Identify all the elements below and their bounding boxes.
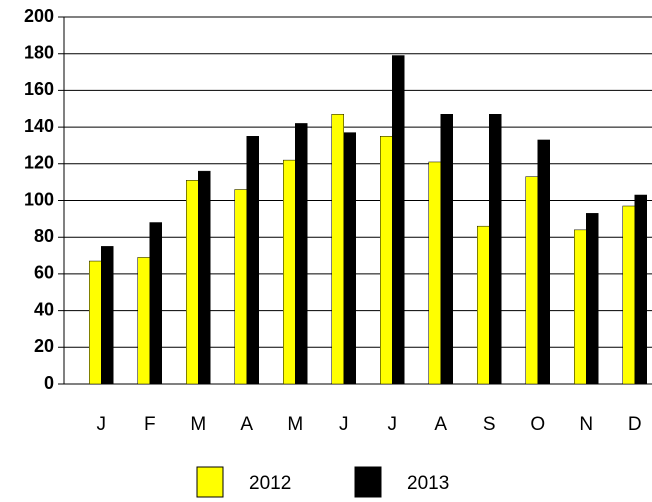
y-tick-label: 60 bbox=[34, 263, 54, 283]
bar bbox=[101, 246, 114, 385]
x-tick-label: F bbox=[144, 414, 156, 435]
bar bbox=[392, 55, 405, 385]
bar bbox=[477, 225, 490, 385]
x-tick-label: D bbox=[628, 414, 642, 435]
y-tick-label: 20 bbox=[34, 336, 54, 356]
y-tick-label: 100 bbox=[24, 189, 54, 209]
bar bbox=[525, 176, 538, 385]
y-tick-label: 120 bbox=[24, 153, 54, 173]
x-tick-label: J bbox=[388, 414, 398, 435]
bar bbox=[149, 222, 162, 385]
bar bbox=[89, 260, 102, 385]
bar bbox=[198, 170, 211, 385]
x-tick-label: A bbox=[434, 414, 447, 435]
legend-label: 2013 bbox=[407, 473, 449, 494]
y-tick-label: 200 bbox=[24, 6, 54, 26]
bar bbox=[574, 229, 587, 385]
bar bbox=[622, 205, 635, 385]
x-tick-label: A bbox=[240, 414, 253, 435]
y-tick-label: 80 bbox=[34, 226, 54, 246]
bar bbox=[283, 159, 296, 385]
x-tick-label: J bbox=[97, 414, 107, 435]
bar bbox=[586, 213, 599, 385]
x-tick-label: O bbox=[530, 414, 545, 435]
y-tick-label: 140 bbox=[24, 116, 54, 136]
y-tick-label: 160 bbox=[24, 79, 54, 99]
bar bbox=[186, 180, 199, 385]
bar bbox=[234, 189, 247, 385]
y-tick-label: 180 bbox=[24, 42, 54, 62]
bar bbox=[380, 136, 393, 385]
bar bbox=[537, 139, 550, 385]
bar bbox=[343, 132, 356, 385]
legend-label: 2012 bbox=[249, 473, 291, 494]
bar bbox=[428, 161, 441, 385]
bar bbox=[246, 136, 259, 385]
x-tick-label: J bbox=[339, 414, 349, 435]
bar bbox=[137, 257, 150, 385]
legend-swatch bbox=[196, 466, 224, 498]
y-tick-label: 0 bbox=[44, 373, 54, 393]
bar bbox=[331, 114, 344, 385]
bar bbox=[489, 114, 502, 385]
x-tick-label: M bbox=[287, 414, 303, 435]
bar bbox=[440, 114, 453, 385]
y-tick-label: 40 bbox=[34, 299, 54, 319]
x-tick-label: N bbox=[579, 414, 593, 435]
bar bbox=[295, 123, 308, 385]
legend-swatch bbox=[354, 466, 382, 498]
bar bbox=[634, 194, 647, 385]
x-tick-label: S bbox=[483, 414, 496, 435]
x-tick-label: M bbox=[190, 414, 206, 435]
